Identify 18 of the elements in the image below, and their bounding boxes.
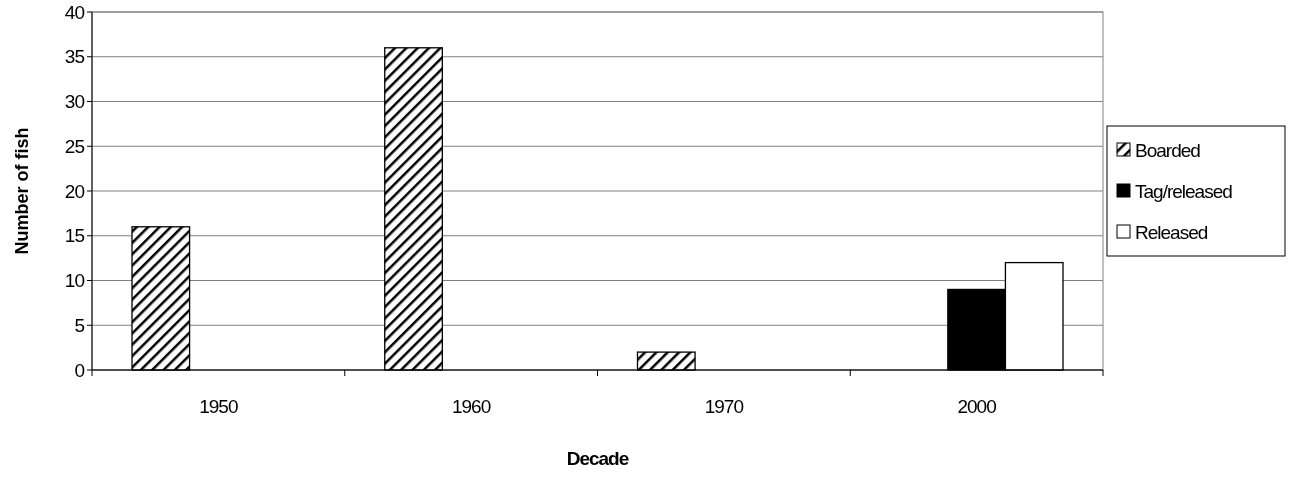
y-tick-label: 40 <box>64 1 85 23</box>
x-tick-label: 1950 <box>199 396 238 417</box>
legend-label: Released <box>1135 221 1208 243</box>
legend-label: Boarded <box>1135 139 1201 161</box>
y-tick-label: 0 <box>74 359 85 381</box>
x-tick-label: 2000 <box>957 396 997 417</box>
x-axis-title: Decade <box>566 448 629 469</box>
y-tick-label: 5 <box>74 314 85 336</box>
y-tick-label: 10 <box>64 270 85 292</box>
y-tick-label: 25 <box>64 135 85 157</box>
x-tick-label: 1960 <box>451 396 491 417</box>
y-axis-title: Number of fish <box>12 127 32 255</box>
y-tick-label: 15 <box>64 225 85 247</box>
y-tick-label: 20 <box>64 180 85 202</box>
y-tick-label: 35 <box>64 46 85 68</box>
y-tick-label: 30 <box>64 91 85 113</box>
x-tick-label: 1970 <box>704 396 744 417</box>
legend-label: Tag/released <box>1135 180 1233 202</box>
